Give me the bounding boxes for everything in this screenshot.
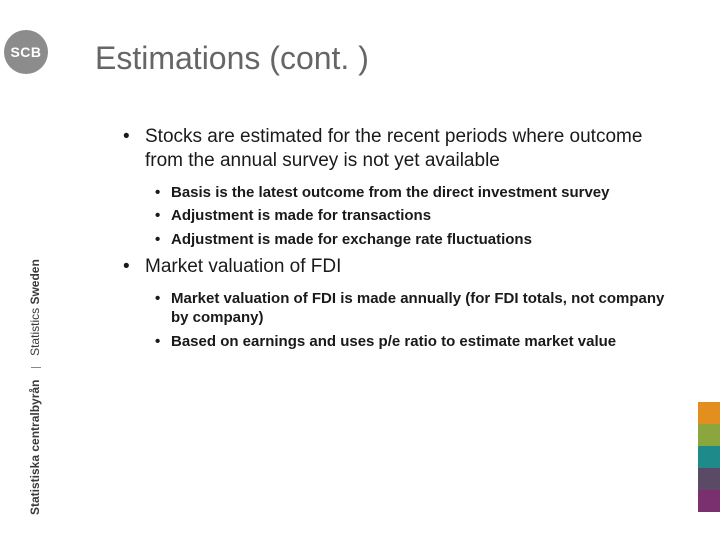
color-square (698, 424, 720, 446)
list-item: Adjustment is made for transactions (149, 206, 675, 226)
list-item: Market valuation of FDI is made annually… (149, 289, 675, 328)
list-item-text: Market valuation of FDI (145, 256, 341, 277)
bullet-list-lvl2: Basis is the latest outcome from the dir… (149, 183, 675, 250)
sidebar-org-label: Statistiska centralbyrån Statistics Swed… (28, 259, 42, 515)
color-square (698, 490, 720, 512)
logo-text: SCB (10, 44, 41, 60)
list-item: Basis is the latest outcome from the dir… (149, 183, 675, 203)
list-item: Based on earnings and uses p/e ratio to … (149, 332, 675, 352)
list-item-text: Stocks are estimated for the recent peri… (145, 126, 642, 171)
sidebar-org-en-a: Statistics (28, 308, 42, 356)
bullet-list-lvl1: Stocks are estimated for the recent peri… (115, 125, 675, 351)
color-square (698, 468, 720, 490)
color-square (698, 446, 720, 468)
sidebar-org-sv: Statistiska centralbyrån (28, 380, 42, 515)
list-item: Stocks are estimated for the recent peri… (115, 125, 675, 249)
bullet-list-lvl2: Market valuation of FDI is made annually… (149, 289, 675, 352)
logo-circle: SCB (4, 30, 48, 74)
content-area: Stocks are estimated for the recent peri… (115, 125, 675, 357)
sidebar-org-en-b: Sweden (28, 259, 42, 304)
list-item: Adjustment is made for exchange rate flu… (149, 230, 675, 250)
list-item: Market valuation of FDI Market valuation… (115, 255, 675, 351)
slide: SCB Statistiska centralbyrån Statistics … (0, 0, 720, 540)
color-strip (698, 402, 720, 512)
page-title: Estimations (cont. ) (95, 40, 369, 77)
color-square (698, 402, 720, 424)
sidebar-separator-icon (31, 367, 41, 368)
logo-badge: SCB (4, 30, 48, 74)
